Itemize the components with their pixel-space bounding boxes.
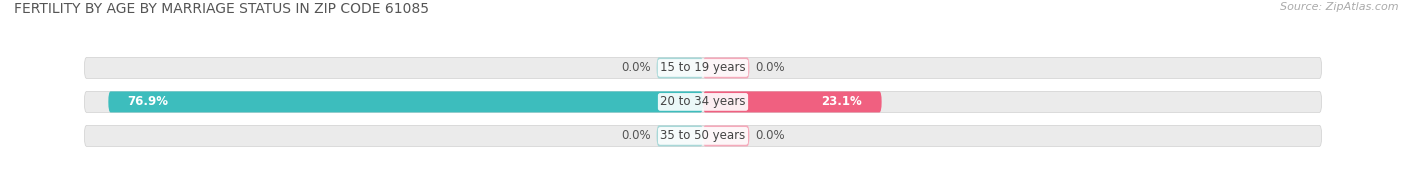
Text: 0.0%: 0.0% [755, 62, 785, 74]
Text: 20 to 34 years: 20 to 34 years [661, 95, 745, 108]
FancyBboxPatch shape [703, 125, 749, 146]
FancyBboxPatch shape [657, 57, 703, 78]
Text: 0.0%: 0.0% [755, 129, 785, 142]
FancyBboxPatch shape [703, 91, 882, 113]
FancyBboxPatch shape [84, 91, 1322, 113]
FancyBboxPatch shape [84, 125, 1322, 146]
FancyBboxPatch shape [108, 91, 703, 113]
FancyBboxPatch shape [84, 57, 1322, 78]
Text: 0.0%: 0.0% [621, 62, 651, 74]
Text: Source: ZipAtlas.com: Source: ZipAtlas.com [1281, 2, 1399, 12]
FancyBboxPatch shape [657, 125, 703, 146]
Text: 76.9%: 76.9% [128, 95, 169, 108]
Text: 23.1%: 23.1% [821, 95, 862, 108]
Text: 35 to 50 years: 35 to 50 years [661, 129, 745, 142]
FancyBboxPatch shape [703, 57, 749, 78]
Text: FERTILITY BY AGE BY MARRIAGE STATUS IN ZIP CODE 61085: FERTILITY BY AGE BY MARRIAGE STATUS IN Z… [14, 2, 429, 16]
Text: 15 to 19 years: 15 to 19 years [661, 62, 745, 74]
Text: 0.0%: 0.0% [621, 129, 651, 142]
